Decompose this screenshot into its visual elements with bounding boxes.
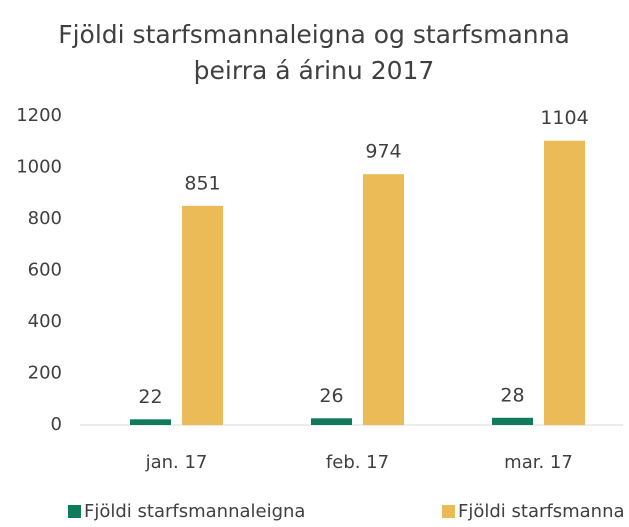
bar: [130, 419, 171, 425]
value-label: 1104: [540, 107, 588, 129]
x-tick-label: jan. 17: [145, 452, 208, 473]
bar: [182, 205, 223, 425]
y-tick-label: 400: [28, 311, 62, 332]
y-tick-label: 200: [28, 363, 62, 384]
value-label: 22: [138, 386, 162, 408]
legend-swatch: [68, 505, 81, 518]
y-tick-label: 1000: [16, 157, 62, 178]
legend-swatch: [442, 505, 455, 518]
value-label: 28: [500, 384, 524, 406]
bar: [492, 417, 533, 425]
y-tick-label: 1200: [16, 105, 62, 126]
bar: [544, 140, 585, 425]
legend-label: Fjöldi starfsmannaleigna: [84, 501, 305, 522]
y-tick-label: 600: [28, 260, 62, 281]
legend-label: Fjöldi starfsmanna: [458, 501, 625, 522]
x-tick-label: feb. 17: [326, 452, 389, 473]
bar: [363, 174, 404, 425]
bar: [311, 418, 352, 425]
x-tick-label: mar. 17: [504, 452, 573, 473]
y-tick-label: 800: [28, 208, 62, 229]
value-label: 974: [365, 141, 401, 163]
chart-title: Fjöldi starfsmannaleigna og starfsmanna: [58, 20, 570, 49]
y-tick-label: 0: [51, 414, 62, 435]
value-label: 851: [184, 172, 220, 194]
value-label: 26: [319, 385, 343, 407]
chart-title: þeirra á árinu 2017: [194, 56, 435, 85]
